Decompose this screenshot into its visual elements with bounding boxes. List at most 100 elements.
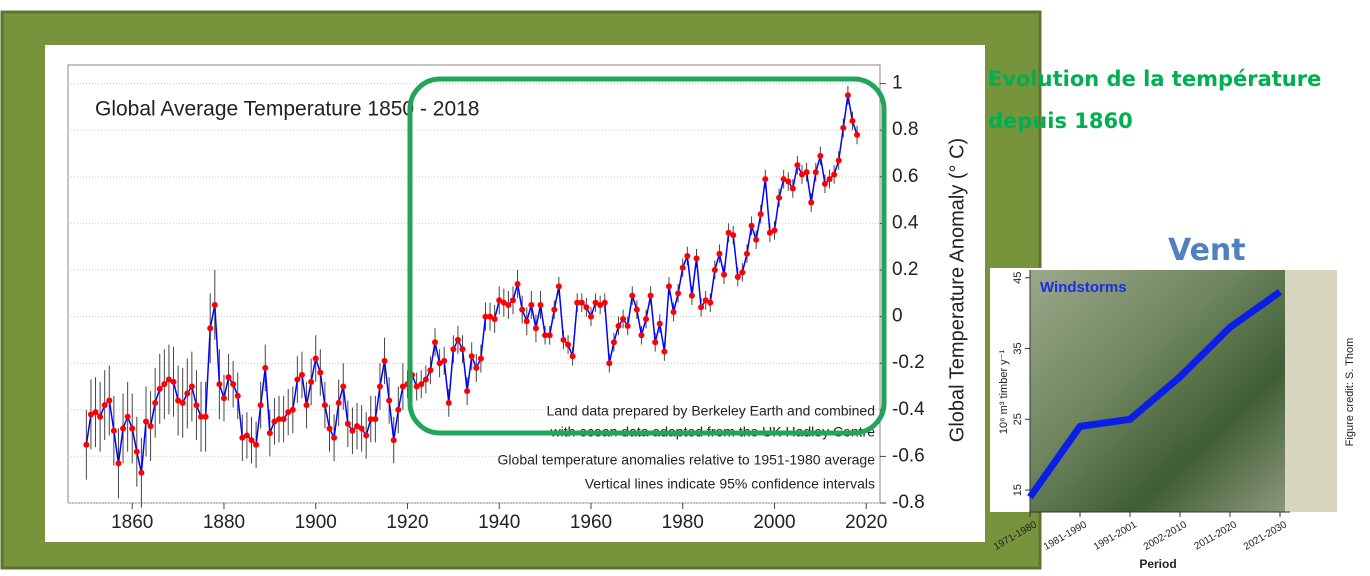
data-point [358,425,365,432]
data-point [179,399,186,406]
data-point [542,332,549,339]
data-point [367,416,374,423]
data-point [335,399,342,406]
data-point [170,378,177,385]
data-point [707,299,714,306]
data-point [514,281,521,287]
data-point [620,315,627,322]
data-point [482,313,489,320]
data-point [565,341,572,348]
x-tick-label: 2000 [753,512,795,533]
data-point [390,437,397,444]
data-point [422,376,429,383]
data-point [789,185,796,192]
data-point [372,416,379,423]
annotation: Vertical lines indicate 95% confidence i… [585,476,875,492]
x-tick-label: 1991-2001 [1092,519,1139,553]
data-point [776,194,783,201]
data-point [331,434,338,441]
data-point [812,169,819,176]
data-point [243,432,250,439]
data-point [762,176,769,183]
x-tick-label: 1880 [203,512,245,533]
data-point [854,131,861,138]
data-point [629,292,636,299]
data-point [92,409,99,416]
data-point [445,399,452,406]
data-point [418,381,425,388]
data-point [505,301,512,308]
data-point [656,320,663,327]
data-point [606,360,613,367]
data-point [610,339,617,346]
data-point [702,297,709,304]
data-point [120,425,127,432]
data-point [248,437,255,444]
annotation: Land data prepared by Berkeley Earth and… [547,403,875,419]
data-point [175,397,182,404]
annotation: Global temperature anomalies relative to… [498,452,876,468]
data-point [225,374,232,381]
data-point [142,418,149,425]
y-tick-label: -0.2 [892,352,925,373]
data-point [500,299,507,306]
x-tick-label: 1920 [386,512,428,533]
data-point [234,392,241,399]
data-point [766,229,773,236]
data-point [381,357,388,364]
data-point [349,427,356,434]
data-point [317,369,324,376]
x-tick-label: 1940 [478,512,520,533]
data-point [253,441,260,448]
data-point [491,315,498,322]
y-tick-label: 45 [1012,272,1024,284]
data-point [198,413,205,420]
slide-heading: Evolution de la température depuis 1860 [988,67,1322,133]
data-point [464,388,471,395]
wind-photo-future [1285,270,1337,512]
data-point [340,383,347,390]
data-point [473,364,480,371]
data-point [101,402,108,409]
y-tick-label: 35 [1012,342,1024,354]
data-point [849,117,856,124]
data-point [432,339,439,346]
data-point [739,269,746,276]
data-point [780,176,787,183]
data-point [753,236,760,243]
x-tick-label: 1980 [662,512,704,533]
data-point [684,253,691,260]
data-point [124,413,131,420]
data-point [569,353,576,360]
data-point [354,423,361,430]
data-point [496,297,503,304]
data-point [817,152,824,159]
data-point [436,360,443,367]
data-point [771,227,778,234]
x-tick-label: 1860 [111,512,153,533]
data-point [413,383,420,390]
data-point [487,313,494,320]
data-point [555,283,562,290]
chart-title: Global Average Temperature 1850 - 2018 [95,98,480,121]
temperature-chart: -0.8 -0.6 -0.4 -0.2 0 0.2 0.4 0.6 0.8 1 1860 1880 19… [68,73,968,533]
data-point [560,336,567,343]
y-axis-label: Global Temperature Anomaly (° C) [946,138,968,442]
y-tick-label: -0.8 [892,492,925,513]
data-point [546,332,553,339]
data-point [688,292,695,299]
data-point [152,399,159,406]
x-axis-label: Period [1139,557,1176,571]
y-tick-label: -0.4 [892,399,925,420]
data-point [399,383,406,390]
data-point [344,420,351,427]
y-tick-label: 0 [892,306,903,327]
data-point [165,376,172,383]
data-point [679,264,686,271]
data-point [468,353,475,360]
data-point [647,292,654,299]
data-point [441,357,448,364]
y-tick-label: 25 [1012,413,1024,425]
data-point [276,416,283,423]
